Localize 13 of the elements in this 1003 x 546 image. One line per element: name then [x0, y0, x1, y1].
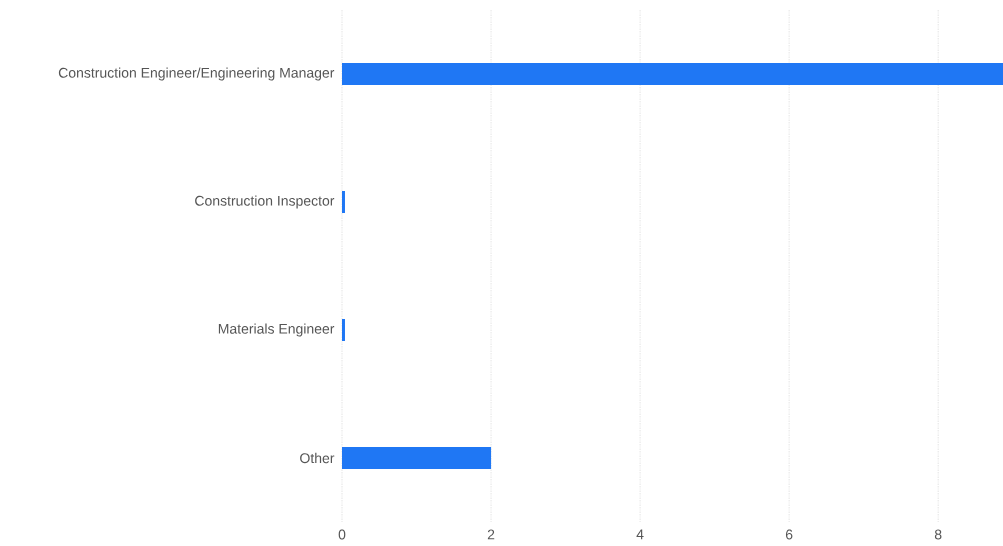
- bar: [342, 447, 492, 470]
- bar: [342, 319, 345, 341]
- x-tick-label: 6: [785, 529, 793, 540]
- x-tick-label: 8: [934, 529, 942, 540]
- x-tick-label: 0: [338, 529, 346, 540]
- x-tick-label: 4: [636, 529, 644, 540]
- y-tick-label: Construction Inspector: [195, 195, 335, 209]
- bar: [342, 191, 345, 213]
- y-tick-label: Other: [300, 452, 335, 464]
- y-tick-label: Construction Engineer/Engineering Manager: [58, 67, 335, 81]
- x-tick-label: 2: [487, 529, 495, 540]
- bar: [342, 63, 1003, 85]
- y-tick-label: Materials Engineer: [218, 323, 335, 337]
